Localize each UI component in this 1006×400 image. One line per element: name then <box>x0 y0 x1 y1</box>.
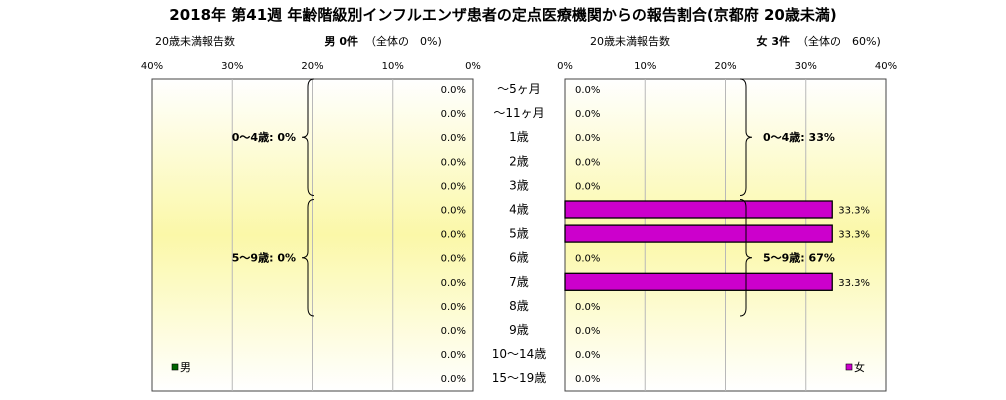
female-value-label: 0.0% <box>575 157 600 168</box>
female-value-label: 0.0% <box>575 350 600 361</box>
female-value-label: 0.0% <box>575 302 600 313</box>
female-value-label: 33.3% <box>838 230 870 241</box>
category-label: 1歳 <box>509 130 529 144</box>
category-label: 8歳 <box>509 299 529 313</box>
female-value-label: 0.0% <box>575 254 600 265</box>
category-label: 10～14歳 <box>492 347 547 361</box>
female-legend-swatch <box>845 363 853 371</box>
left-summary-rest: （全体の 0%) <box>365 34 442 48</box>
left-group-1-label: 5～9歳: 0% <box>232 251 296 265</box>
male-value-label: 0.0% <box>441 302 466 313</box>
male-value-label: 0.0% <box>441 85 466 96</box>
male-value-label: 0.0% <box>441 350 466 361</box>
category-label: 6歳 <box>509 251 529 265</box>
category-label: 3歳 <box>509 178 529 192</box>
left-x-tick: 20% <box>301 61 323 72</box>
category-label: 15～19歳 <box>492 371 547 385</box>
right-group-1-label: 5～9歳: 67% <box>763 251 835 265</box>
right-summary-bold: 女 3件 <box>757 34 790 48</box>
female-value-label: 33.3% <box>838 206 870 217</box>
female-value-label: 0.0% <box>575 133 600 144</box>
left-group-0-brace <box>301 78 315 196</box>
male-value-label: 0.0% <box>441 230 466 241</box>
male-value-label: 0.0% <box>441 254 466 265</box>
category-label: 5歳 <box>509 227 529 241</box>
right-group-0-label: 0～4歳: 33% <box>763 130 835 144</box>
left-x-tick: 0% <box>465 61 481 72</box>
category-label: 9歳 <box>509 323 529 337</box>
female-value-label: 0.0% <box>575 374 600 385</box>
right-summary-rest: （全体の 60%) <box>797 34 881 48</box>
category-label: 7歳 <box>509 275 529 289</box>
right-x-tick: 10% <box>634 61 656 72</box>
male-legend-label: 男 <box>180 361 191 374</box>
right-x-tick: 30% <box>795 61 817 72</box>
female-value-label: 0.0% <box>575 85 600 96</box>
male-value-label: 0.0% <box>441 133 466 144</box>
left-x-tick: 10% <box>382 61 404 72</box>
right-x-tick: 40% <box>875 61 897 72</box>
male-value-label: 0.0% <box>441 157 466 168</box>
female-legend-label: 女 <box>854 360 865 374</box>
right-x-tick: 20% <box>714 61 736 72</box>
male-value-label: 0.0% <box>441 181 466 192</box>
female-bar <box>564 200 833 219</box>
right-subtitle: 20歳未満報告数 <box>590 35 670 48</box>
female-bar <box>564 272 833 291</box>
category-label: ～5ヶ月 <box>497 82 541 96</box>
male-value-label: 0.0% <box>441 374 466 385</box>
male-value-label: 0.0% <box>441 326 466 337</box>
right-group-1-brace <box>739 198 753 317</box>
female-bar <box>564 224 833 243</box>
left-subtitle: 20歳未満報告数 <box>155 35 235 48</box>
left-summary-bold: 男 0件 <box>325 34 358 48</box>
category-label: ～11ヶ月 <box>493 106 544 120</box>
category-label: 2歳 <box>509 154 529 168</box>
male-value-label: 0.0% <box>441 206 466 217</box>
male-legend-swatch <box>171 363 179 371</box>
female-value-label: 0.0% <box>575 181 600 192</box>
chart-title: 2018年 第41週 年齢階級別インフルエンザ患者の定点医療機関からの報告割合(… <box>169 6 836 24</box>
category-label: 4歳 <box>509 203 529 217</box>
right-group-0-brace <box>739 78 753 196</box>
left-x-tick: 40% <box>141 61 163 72</box>
female-value-label: 0.0% <box>575 326 600 337</box>
right-x-tick: 0% <box>557 61 573 72</box>
left-x-tick: 30% <box>221 61 243 72</box>
male-value-label: 0.0% <box>441 278 466 289</box>
female-value-label: 0.0% <box>575 109 600 120</box>
female-value-label: 33.3% <box>838 278 870 289</box>
left-group-1-brace <box>301 198 315 317</box>
left-group-0-label: 0～4歳: 0% <box>232 130 296 144</box>
male-value-label: 0.0% <box>441 109 466 120</box>
